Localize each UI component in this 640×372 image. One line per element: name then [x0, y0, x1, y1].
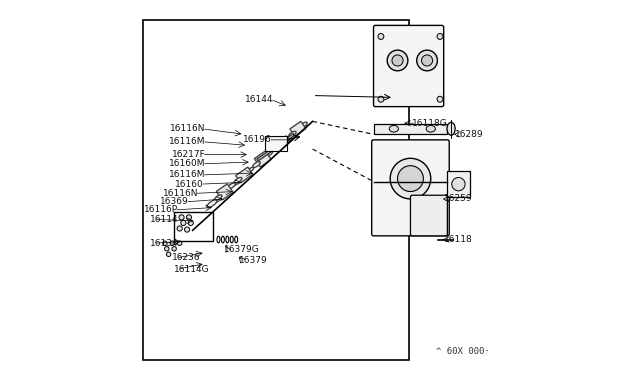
Ellipse shape [284, 136, 290, 141]
Text: 16144: 16144 [245, 95, 274, 104]
Circle shape [164, 247, 169, 251]
Circle shape [163, 241, 167, 246]
Text: 16114: 16114 [150, 215, 179, 224]
Text: 16196: 16196 [243, 135, 272, 144]
Text: ^ 60X 000·: ^ 60X 000· [436, 347, 490, 356]
Circle shape [181, 220, 186, 225]
Circle shape [177, 226, 182, 231]
Circle shape [166, 252, 171, 257]
Circle shape [179, 215, 184, 220]
Ellipse shape [289, 131, 296, 137]
Circle shape [397, 166, 424, 192]
Bar [254, 151, 271, 167]
Ellipse shape [234, 177, 242, 183]
Ellipse shape [426, 125, 435, 132]
Bar [290, 121, 306, 136]
Bar [143, 20, 408, 359]
Ellipse shape [253, 161, 260, 167]
Bar [374, 124, 447, 134]
Circle shape [177, 241, 182, 246]
FancyBboxPatch shape [410, 195, 447, 236]
Circle shape [437, 96, 443, 102]
Circle shape [170, 241, 175, 246]
Text: 16116N: 16116N [163, 189, 198, 198]
Bar [257, 134, 294, 161]
Text: 16116M: 16116M [169, 137, 205, 146]
Ellipse shape [214, 195, 222, 201]
Ellipse shape [447, 122, 455, 135]
Text: 16379G: 16379G [224, 246, 260, 254]
Circle shape [387, 50, 408, 71]
Text: 16369: 16369 [160, 198, 189, 206]
Circle shape [422, 55, 433, 66]
Text: 16160M: 16160M [169, 159, 205, 169]
Circle shape [184, 227, 189, 232]
Circle shape [417, 50, 437, 71]
Circle shape [172, 247, 177, 251]
Circle shape [378, 33, 384, 39]
Ellipse shape [227, 183, 236, 189]
Circle shape [392, 55, 403, 66]
Text: 16217F: 16217F [172, 150, 205, 159]
Text: 16379: 16379 [239, 256, 268, 266]
Ellipse shape [272, 146, 278, 151]
Bar [216, 184, 233, 200]
FancyBboxPatch shape [372, 140, 449, 236]
Ellipse shape [265, 151, 273, 157]
Text: 16116M: 16116M [169, 170, 205, 179]
Circle shape [437, 33, 443, 39]
Ellipse shape [207, 200, 217, 208]
FancyBboxPatch shape [374, 25, 444, 107]
Text: 16116N: 16116N [170, 124, 205, 133]
Bar [447, 171, 470, 197]
Ellipse shape [389, 125, 399, 132]
Circle shape [378, 96, 384, 102]
Text: 16259: 16259 [444, 195, 472, 203]
Bar [236, 167, 253, 183]
Ellipse shape [248, 167, 253, 172]
Ellipse shape [300, 122, 307, 128]
Circle shape [188, 220, 193, 225]
Circle shape [390, 158, 431, 199]
Text: 16236: 16236 [172, 253, 201, 263]
Text: 16116P: 16116P [144, 205, 178, 215]
Text: 16134: 16134 [150, 239, 179, 248]
Text: 16289: 16289 [455, 130, 483, 139]
Bar [273, 136, 290, 151]
Text: 16160: 16160 [175, 180, 204, 189]
Text: 16118: 16118 [444, 235, 472, 244]
Text: 16118G: 16118G [412, 119, 448, 128]
Bar [264, 136, 287, 151]
Text: 16114G: 16114G [174, 264, 210, 273]
Circle shape [452, 177, 465, 191]
Circle shape [186, 215, 191, 220]
